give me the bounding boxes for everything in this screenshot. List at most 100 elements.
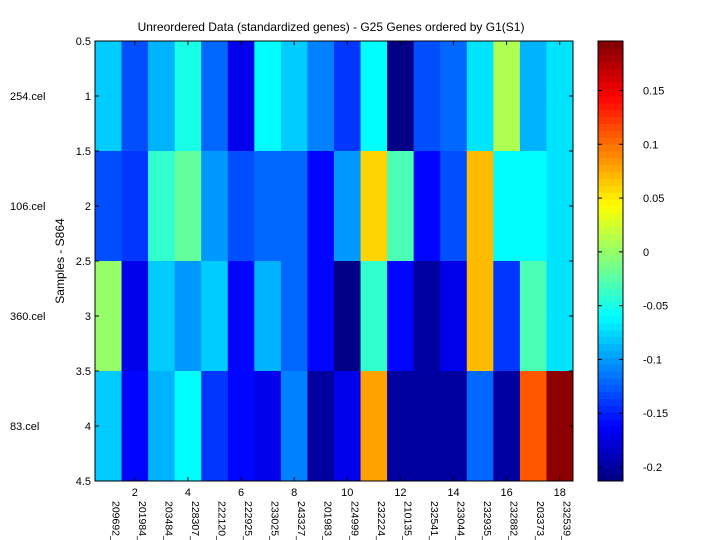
heatmap-cell bbox=[466, 41, 494, 152]
chart-title: Unreordered Data (standardized genes) - … bbox=[138, 20, 525, 34]
heatmap-cell bbox=[280, 261, 308, 372]
heatmap-cell bbox=[334, 371, 362, 482]
column-label: 203484_ bbox=[162, 501, 174, 540]
colorbar-swatch bbox=[598, 350, 623, 358]
heatmap-cell bbox=[95, 151, 123, 262]
colorbar-swatch bbox=[598, 391, 623, 400]
heatmap-cell bbox=[519, 261, 547, 372]
heatmap-cell bbox=[360, 261, 388, 372]
heatmap-cell bbox=[121, 371, 149, 482]
heatmap-cell bbox=[95, 261, 123, 372]
column-label: 224999_ bbox=[348, 501, 360, 540]
column-label: 228307_ bbox=[189, 501, 201, 540]
colorbar-swatch bbox=[598, 467, 623, 475]
colorbar-swatch bbox=[598, 288, 623, 296]
column-label: 232224_ bbox=[375, 501, 387, 540]
colorbar-swatch bbox=[598, 254, 623, 262]
colorbar-swatch bbox=[598, 281, 623, 290]
heatmap-cell bbox=[201, 151, 229, 262]
y-tick-label: 4.5 bbox=[76, 476, 91, 488]
heatmap-cell bbox=[334, 261, 362, 372]
heatmap-cell bbox=[413, 261, 441, 372]
column-label: 203373_ bbox=[534, 501, 546, 540]
row-label: 83.cel bbox=[10, 421, 39, 433]
column-label: 232541_ bbox=[428, 501, 440, 540]
heatmap-cell bbox=[307, 151, 335, 262]
heatmap-cell bbox=[201, 41, 229, 152]
colorbar-swatch bbox=[598, 164, 623, 173]
colorbar-swatch bbox=[598, 96, 623, 104]
colorbar-swatch bbox=[598, 171, 623, 180]
heatmap-cell bbox=[360, 41, 388, 152]
colorbar-swatch bbox=[598, 343, 623, 351]
heatmap-cell bbox=[546, 151, 574, 262]
heatmap-cell bbox=[493, 151, 521, 262]
heatmap-cell bbox=[466, 371, 494, 482]
colorbar-tick-label: 0.15 bbox=[643, 85, 664, 97]
heatmap-cell bbox=[254, 261, 282, 372]
heatmap-cell bbox=[280, 151, 308, 262]
column-label: 233025_ bbox=[269, 501, 281, 540]
colorbar-swatch bbox=[598, 123, 623, 131]
heatmap-cell bbox=[307, 41, 335, 152]
y-tick-label: 0.5 bbox=[76, 36, 91, 48]
colorbar-swatch bbox=[598, 219, 623, 228]
x-axis-ticks: 2 4 6 8 10 12 14 16 18 bbox=[132, 41, 566, 499]
colorbar-frame bbox=[597, 40, 624, 482]
heatmap-cell bbox=[546, 371, 574, 482]
colorbar-swatch bbox=[598, 267, 623, 276]
colorbar-swatch bbox=[598, 419, 623, 427]
colorbar-swatch bbox=[598, 199, 623, 207]
colorbar-swatch bbox=[598, 295, 623, 303]
heatmap-cell bbox=[174, 41, 202, 152]
colorbar-swatch bbox=[598, 151, 623, 159]
y-axis-ticks: 0.5 1 1.5 2 2.5 3 3.5 4 4.5 bbox=[76, 36, 573, 488]
colorbar-swatch bbox=[598, 439, 623, 448]
heatmap-cell bbox=[413, 151, 441, 262]
heatmap-cell bbox=[254, 41, 282, 152]
x-tick-label: 14 bbox=[447, 487, 459, 499]
colorbar-swatch bbox=[598, 357, 623, 365]
heatmap-cell bbox=[148, 371, 176, 482]
heatmap-cell bbox=[174, 151, 202, 262]
heatmap-cell bbox=[440, 151, 468, 262]
colorbar-swatch bbox=[598, 309, 623, 317]
colorbar-swatch bbox=[598, 261, 623, 269]
heatmap-cell bbox=[413, 371, 441, 482]
heatmap-cell bbox=[174, 371, 202, 482]
column-labels: 209692_ 201984_ 203484_ 228307_ 222120_ 22292… bbox=[109, 501, 572, 540]
y-tick-label: 2.5 bbox=[76, 256, 91, 268]
colorbar-swatch bbox=[598, 54, 623, 63]
heatmap-cell bbox=[519, 41, 547, 152]
x-tick-label: 4 bbox=[185, 487, 191, 499]
colorbar-swatch bbox=[598, 47, 623, 56]
column-label: 210135_ bbox=[401, 501, 413, 540]
heatmap-cell bbox=[227, 371, 255, 482]
heatmap-cell bbox=[174, 261, 202, 372]
heatmap-cell bbox=[121, 151, 149, 262]
row-label: 106.cel bbox=[10, 201, 45, 213]
heatmap-cell bbox=[201, 261, 229, 372]
column-label: 201984_ bbox=[136, 501, 148, 540]
colorbar-tick-label: 0 bbox=[643, 247, 649, 259]
row-label: 254.cel bbox=[10, 91, 45, 103]
colorbar-swatch bbox=[598, 144, 623, 152]
heatmap-cell bbox=[360, 151, 388, 262]
colorbar-swatch bbox=[598, 364, 623, 372]
heatmap-cell bbox=[307, 371, 335, 482]
colorbar-tick-label: -0.15 bbox=[643, 408, 668, 420]
colorbar-swatch bbox=[598, 446, 623, 455]
heatmap-cell bbox=[95, 371, 123, 482]
colorbar-tick-label: -0.1 bbox=[643, 354, 662, 366]
colorbar-swatch bbox=[598, 157, 623, 166]
x-tick-label: 16 bbox=[500, 487, 512, 499]
colorbar-swatch bbox=[598, 329, 623, 338]
y-tick-label: 3 bbox=[85, 311, 91, 323]
heatmap-cell bbox=[121, 261, 149, 372]
colorbar-swatch bbox=[598, 474, 623, 482]
colorbar-swatch bbox=[598, 82, 623, 90]
heatmap-cell bbox=[254, 151, 282, 262]
heatmap-cell bbox=[493, 41, 521, 152]
row-label: 360.cel bbox=[10, 311, 45, 323]
heatmap-cell bbox=[519, 371, 547, 482]
